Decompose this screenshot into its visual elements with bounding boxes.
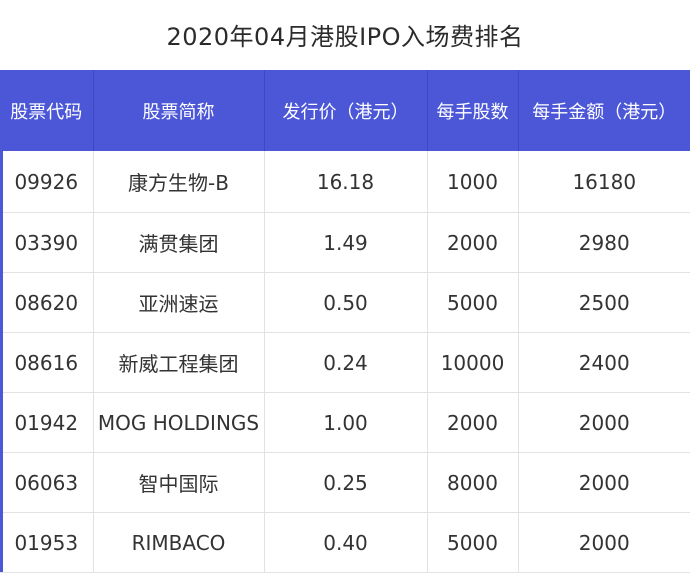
cell-lot-size: 1000	[427, 151, 519, 213]
table-row: 09926 康方生物-B 16.18 1000 16180	[0, 151, 690, 213]
cell-stock-code: 01953	[0, 512, 94, 573]
cell-lot-amount: 2000	[518, 512, 690, 573]
cell-stock-name: MOG HOLDINGS	[93, 392, 265, 453]
cell-lot-size: 5000	[427, 512, 519, 573]
cell-stock-name: 康方生物-B	[93, 151, 265, 213]
cell-lot-amount: 2000	[518, 392, 690, 453]
cell-stock-code: 08616	[0, 332, 94, 393]
cell-stock-name: 智中国际	[93, 452, 265, 513]
cell-offer-price: 16.18	[264, 151, 428, 213]
table-row: 01953 RIMBACO 0.40 5000 2000	[0, 512, 690, 573]
cell-lot-amount: 2500	[518, 272, 690, 333]
cell-stock-name: RIMBACO	[93, 512, 265, 573]
cell-lot-size: 8000	[427, 452, 519, 513]
cell-lot-amount: 2400	[518, 332, 690, 393]
table-row: 01942 MOG HOLDINGS 1.00 2000 2000	[0, 392, 690, 453]
cell-stock-code: 08620	[0, 272, 94, 333]
cell-lot-size: 2000	[427, 212, 519, 273]
cell-lot-amount: 2980	[518, 212, 690, 273]
cell-lot-size: 10000	[427, 332, 519, 393]
cell-stock-code: 01942	[0, 392, 94, 453]
cell-offer-price: 0.50	[264, 272, 428, 333]
table-row: 03390 满贯集团 1.49 2000 2980	[0, 212, 690, 273]
cell-stock-name: 满贯集团	[93, 212, 265, 273]
header-lot-amount: 每手金额（港元）	[518, 70, 690, 151]
table-row: 08616 新威工程集团 0.24 10000 2400	[0, 332, 690, 393]
cell-stock-code: 06063	[0, 452, 94, 513]
header-stock-code: 股票代码	[0, 70, 94, 151]
cell-stock-code: 09926	[0, 151, 94, 213]
table-row: 08620 亚洲速运 0.50 5000 2500	[0, 272, 690, 333]
cell-lot-amount: 16180	[518, 151, 690, 213]
cell-lot-size: 5000	[427, 272, 519, 333]
header-lot-size: 每手股数	[427, 70, 519, 151]
table-row: 06063 智中国际 0.25 8000 2000	[0, 452, 690, 513]
cell-offer-price: 0.25	[264, 452, 428, 513]
cell-offer-price: 0.24	[264, 332, 428, 393]
header-stock-name: 股票简称	[93, 70, 265, 151]
cell-stock-code: 03390	[0, 212, 94, 273]
table-left-border	[0, 151, 3, 572]
page-title: 2020年04月港股IPO入场费排名	[166, 23, 524, 51]
cell-lot-amount: 2000	[518, 452, 690, 513]
cell-offer-price: 1.49	[264, 212, 428, 273]
cell-stock-name: 亚洲速运	[93, 272, 265, 333]
cell-offer-price: 0.40	[264, 512, 428, 573]
ipo-fee-table: 股票代码 股票简称 发行价（港元） 每手股数 每手金额（港元） 09926 康方…	[0, 70, 690, 573]
table-header-row: 股票代码 股票简称 发行价（港元） 每手股数 每手金额（港元）	[0, 70, 690, 151]
cell-offer-price: 1.00	[264, 392, 428, 453]
cell-lot-size: 2000	[427, 392, 519, 453]
header-offer-price: 发行价（港元）	[264, 70, 428, 151]
cell-stock-name: 新威工程集团	[93, 332, 265, 393]
